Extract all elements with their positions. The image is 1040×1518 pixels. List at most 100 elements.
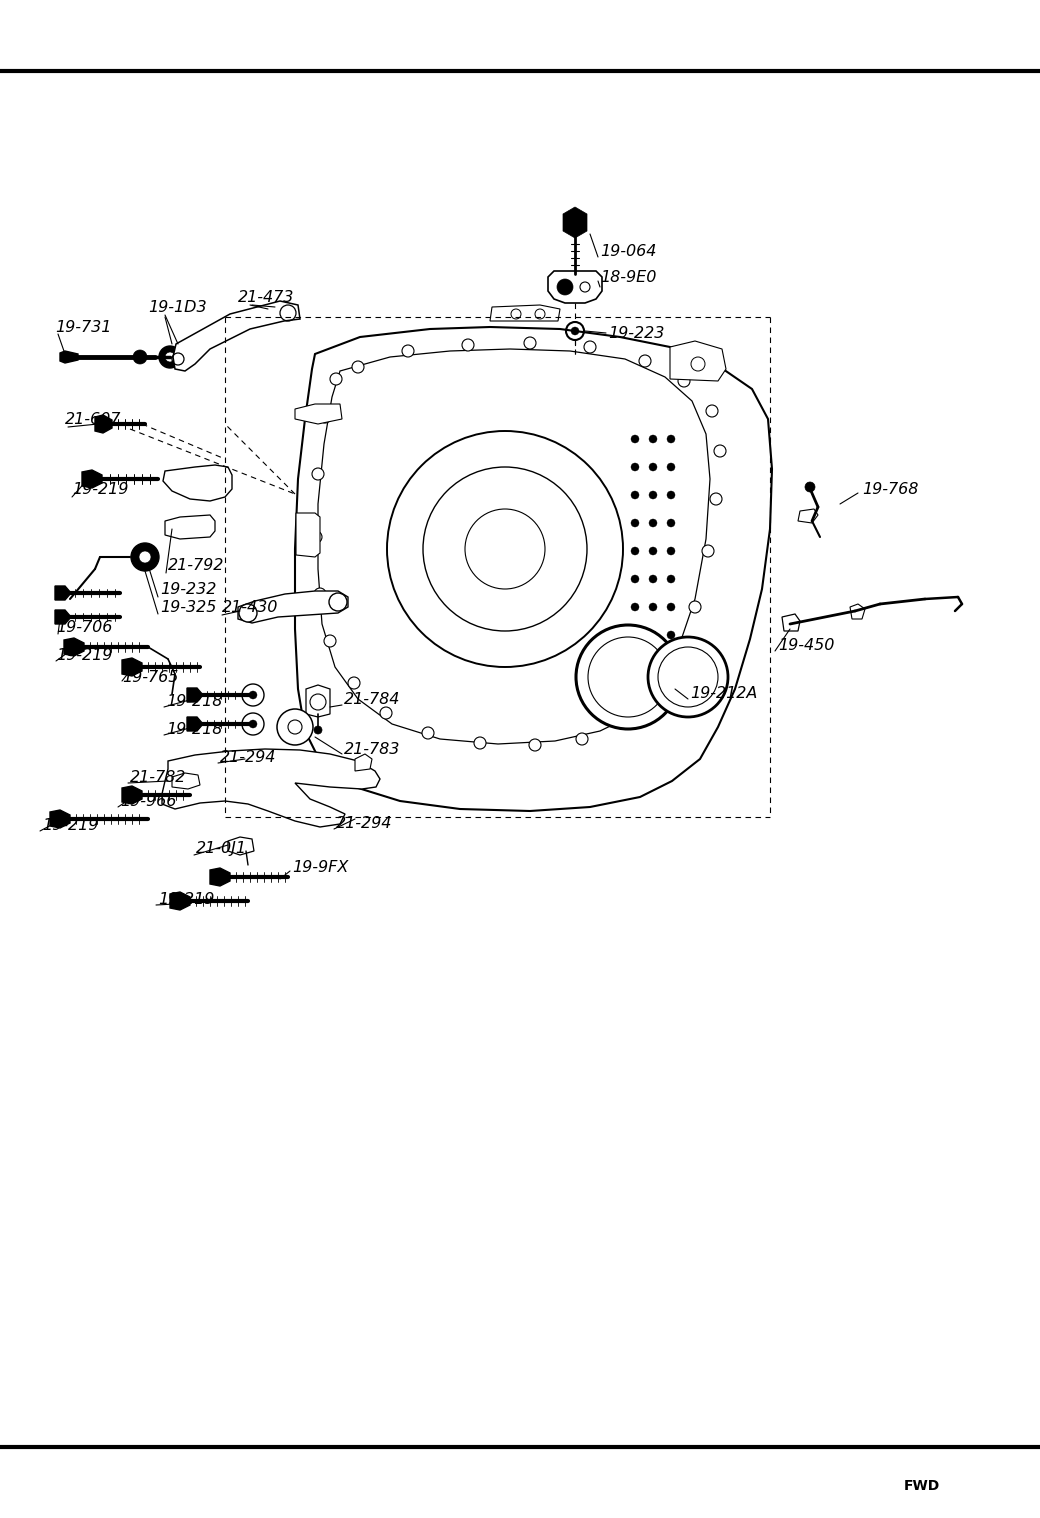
Circle shape bbox=[310, 531, 322, 543]
Polygon shape bbox=[187, 716, 203, 732]
Polygon shape bbox=[95, 414, 112, 433]
Text: 19-325: 19-325 bbox=[160, 600, 216, 615]
Polygon shape bbox=[82, 471, 102, 487]
Polygon shape bbox=[187, 688, 203, 701]
Polygon shape bbox=[165, 515, 215, 539]
Circle shape bbox=[239, 604, 257, 622]
Circle shape bbox=[249, 691, 257, 698]
Circle shape bbox=[380, 707, 392, 720]
Polygon shape bbox=[296, 513, 320, 557]
Circle shape bbox=[314, 726, 322, 735]
Circle shape bbox=[714, 445, 726, 457]
Circle shape bbox=[667, 546, 675, 556]
Circle shape bbox=[535, 310, 545, 319]
Circle shape bbox=[159, 346, 181, 367]
Circle shape bbox=[667, 463, 675, 471]
Circle shape bbox=[649, 490, 657, 499]
Text: FWD: FWD bbox=[904, 1479, 940, 1494]
Polygon shape bbox=[163, 465, 232, 501]
Circle shape bbox=[387, 431, 623, 666]
Circle shape bbox=[571, 326, 579, 335]
Text: 19-450: 19-450 bbox=[778, 638, 834, 653]
Polygon shape bbox=[355, 754, 372, 771]
Text: 21-294: 21-294 bbox=[336, 815, 392, 830]
Text: 19-966: 19-966 bbox=[120, 794, 177, 809]
Circle shape bbox=[165, 352, 175, 361]
Circle shape bbox=[648, 638, 728, 716]
Polygon shape bbox=[228, 836, 254, 855]
Text: 21-782: 21-782 bbox=[130, 770, 186, 785]
Circle shape bbox=[631, 463, 639, 471]
Circle shape bbox=[631, 436, 639, 443]
Circle shape bbox=[649, 463, 657, 471]
Polygon shape bbox=[952, 1477, 970, 1495]
Text: 21-473: 21-473 bbox=[238, 290, 294, 305]
Circle shape bbox=[329, 594, 347, 612]
Polygon shape bbox=[172, 773, 200, 789]
Polygon shape bbox=[210, 868, 230, 887]
Circle shape bbox=[242, 713, 264, 735]
Circle shape bbox=[557, 279, 573, 294]
Polygon shape bbox=[890, 1477, 960, 1495]
Polygon shape bbox=[170, 893, 190, 909]
Circle shape bbox=[639, 355, 651, 367]
Text: 19-219: 19-219 bbox=[158, 891, 214, 906]
Circle shape bbox=[649, 575, 657, 583]
Text: 19-064: 19-064 bbox=[600, 243, 656, 258]
Circle shape bbox=[691, 357, 705, 370]
Circle shape bbox=[678, 375, 690, 387]
Polygon shape bbox=[55, 610, 71, 624]
Text: 21-792: 21-792 bbox=[168, 557, 225, 572]
Circle shape bbox=[702, 545, 714, 557]
Text: 19-232: 19-232 bbox=[160, 581, 216, 597]
Circle shape bbox=[312, 468, 324, 480]
Circle shape bbox=[348, 677, 360, 689]
Circle shape bbox=[649, 546, 657, 556]
Circle shape bbox=[242, 685, 264, 706]
Circle shape bbox=[667, 631, 675, 639]
Text: 19-212A: 19-212A bbox=[690, 686, 757, 700]
Text: 19-219: 19-219 bbox=[42, 818, 99, 832]
Circle shape bbox=[805, 483, 815, 492]
Polygon shape bbox=[490, 305, 560, 320]
Polygon shape bbox=[850, 604, 865, 619]
Polygon shape bbox=[64, 638, 84, 656]
Text: 19-1D3: 19-1D3 bbox=[148, 299, 207, 314]
Text: 19-219: 19-219 bbox=[56, 648, 112, 662]
Circle shape bbox=[588, 638, 668, 716]
Circle shape bbox=[690, 601, 701, 613]
Circle shape bbox=[649, 603, 657, 612]
Text: 19-218: 19-218 bbox=[166, 721, 223, 736]
Circle shape bbox=[402, 345, 414, 357]
Circle shape bbox=[670, 651, 682, 663]
Circle shape bbox=[576, 733, 588, 745]
Circle shape bbox=[667, 519, 675, 527]
Circle shape bbox=[576, 625, 680, 729]
Text: 19-9FX: 19-9FX bbox=[292, 859, 348, 874]
Circle shape bbox=[423, 468, 587, 631]
Polygon shape bbox=[55, 586, 71, 600]
Polygon shape bbox=[122, 786, 142, 805]
Circle shape bbox=[131, 543, 159, 571]
Circle shape bbox=[667, 575, 675, 583]
Circle shape bbox=[667, 436, 675, 443]
Polygon shape bbox=[295, 326, 772, 811]
Circle shape bbox=[658, 647, 718, 707]
Circle shape bbox=[646, 691, 658, 703]
Circle shape bbox=[631, 631, 639, 639]
Circle shape bbox=[524, 337, 536, 349]
Circle shape bbox=[710, 493, 722, 505]
Circle shape bbox=[422, 727, 434, 739]
Circle shape bbox=[133, 351, 147, 364]
Circle shape bbox=[667, 490, 675, 499]
Circle shape bbox=[249, 720, 257, 729]
Circle shape bbox=[667, 603, 675, 612]
Polygon shape bbox=[162, 748, 380, 827]
Circle shape bbox=[352, 361, 364, 373]
Circle shape bbox=[631, 546, 639, 556]
Circle shape bbox=[330, 373, 342, 386]
Text: 21-783: 21-783 bbox=[344, 741, 400, 756]
Text: 19-218: 19-218 bbox=[166, 694, 223, 709]
Circle shape bbox=[139, 551, 151, 563]
Polygon shape bbox=[173, 301, 300, 370]
